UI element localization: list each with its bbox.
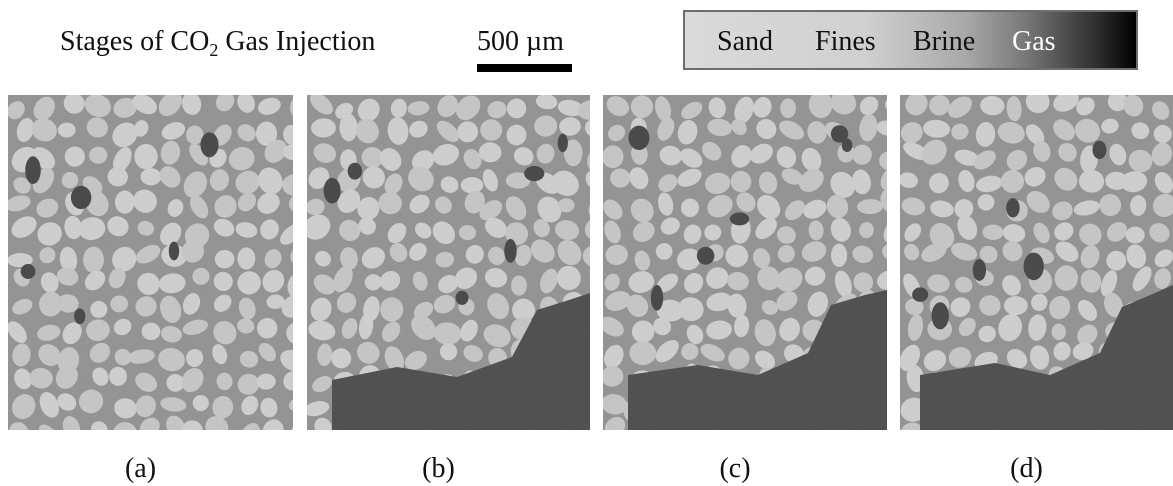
page: Stages of CO2 Gas Injection 500 µm Sand … <box>0 0 1173 486</box>
pore <box>730 212 749 225</box>
pore <box>524 166 544 181</box>
grain <box>511 275 527 295</box>
pore <box>651 285 663 311</box>
grain <box>83 247 104 274</box>
grain <box>115 191 135 214</box>
pore <box>200 132 218 157</box>
pore <box>348 163 362 180</box>
panel-label: (a) <box>125 453 156 484</box>
pore <box>973 259 986 281</box>
pore <box>932 302 949 329</box>
grain <box>831 244 847 267</box>
grain <box>237 247 255 269</box>
pore <box>912 287 928 302</box>
ct-image <box>895 85 1173 449</box>
ct-image <box>596 86 907 447</box>
panel-label: (b) <box>422 453 455 484</box>
pore <box>456 291 469 305</box>
pore <box>71 186 91 209</box>
ct-image <box>4 87 316 450</box>
panel-label: (d) <box>1010 453 1043 484</box>
grain <box>1004 296 1028 315</box>
pore <box>25 156 41 184</box>
pore <box>21 264 36 279</box>
pore <box>1092 141 1106 160</box>
pore <box>628 126 649 150</box>
pore <box>169 242 179 261</box>
pore <box>504 239 516 263</box>
pore <box>1024 253 1044 281</box>
ct-image <box>299 89 614 450</box>
pore <box>842 139 853 152</box>
pore <box>324 178 341 204</box>
pore <box>74 308 85 324</box>
pore <box>558 134 568 153</box>
pore <box>1006 198 1020 217</box>
pore <box>697 247 715 265</box>
grain <box>780 98 796 118</box>
panels: (a) (b) (c) (d) <box>0 0 1173 486</box>
panel-label: (c) <box>719 453 750 484</box>
